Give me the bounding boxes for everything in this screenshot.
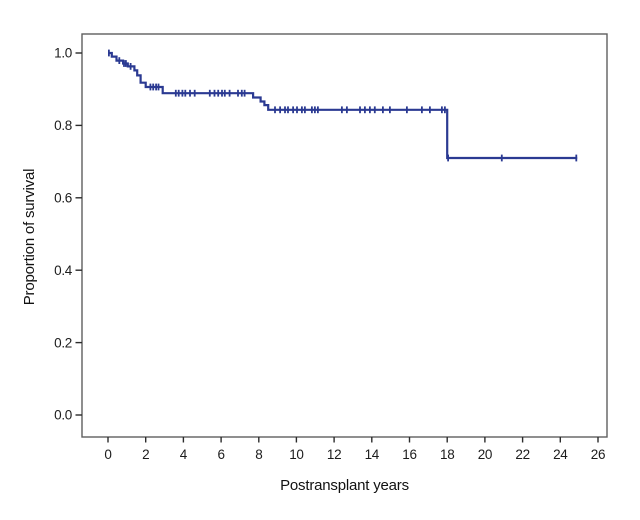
x-tick-label: 20 <box>478 447 492 462</box>
x-tick-label: 22 <box>515 447 529 462</box>
y-tick-label: 1.0 <box>54 46 72 61</box>
x-tick-label: 4 <box>180 447 188 462</box>
y-tick-label: 0.8 <box>54 118 72 133</box>
x-tick-label: 8 <box>255 447 262 462</box>
x-tick-label: 12 <box>327 447 341 462</box>
x-axis-title: Postransplant years <box>280 477 409 494</box>
x-tick-label: 16 <box>402 447 416 462</box>
x-tick-label: 18 <box>440 447 454 462</box>
x-tick-label: 14 <box>365 447 380 462</box>
y-tick-label: 0.0 <box>54 408 72 423</box>
x-tick-label: 2 <box>142 447 149 462</box>
x-tick-label: 26 <box>591 447 605 462</box>
y-tick-label: 0.2 <box>54 335 72 350</box>
y-axis-title: Proportion of survival <box>21 168 38 306</box>
plot-frame <box>81 33 608 438</box>
x-tick-label: 6 <box>217 447 224 462</box>
x-tick-label: 10 <box>289 447 303 462</box>
survival-curve <box>108 51 578 160</box>
x-tick-label: 24 <box>553 447 568 462</box>
y-tick-label: 0.6 <box>54 191 72 206</box>
y-tick-label: 0.4 <box>54 263 73 278</box>
x-tick-label: 0 <box>104 447 111 462</box>
